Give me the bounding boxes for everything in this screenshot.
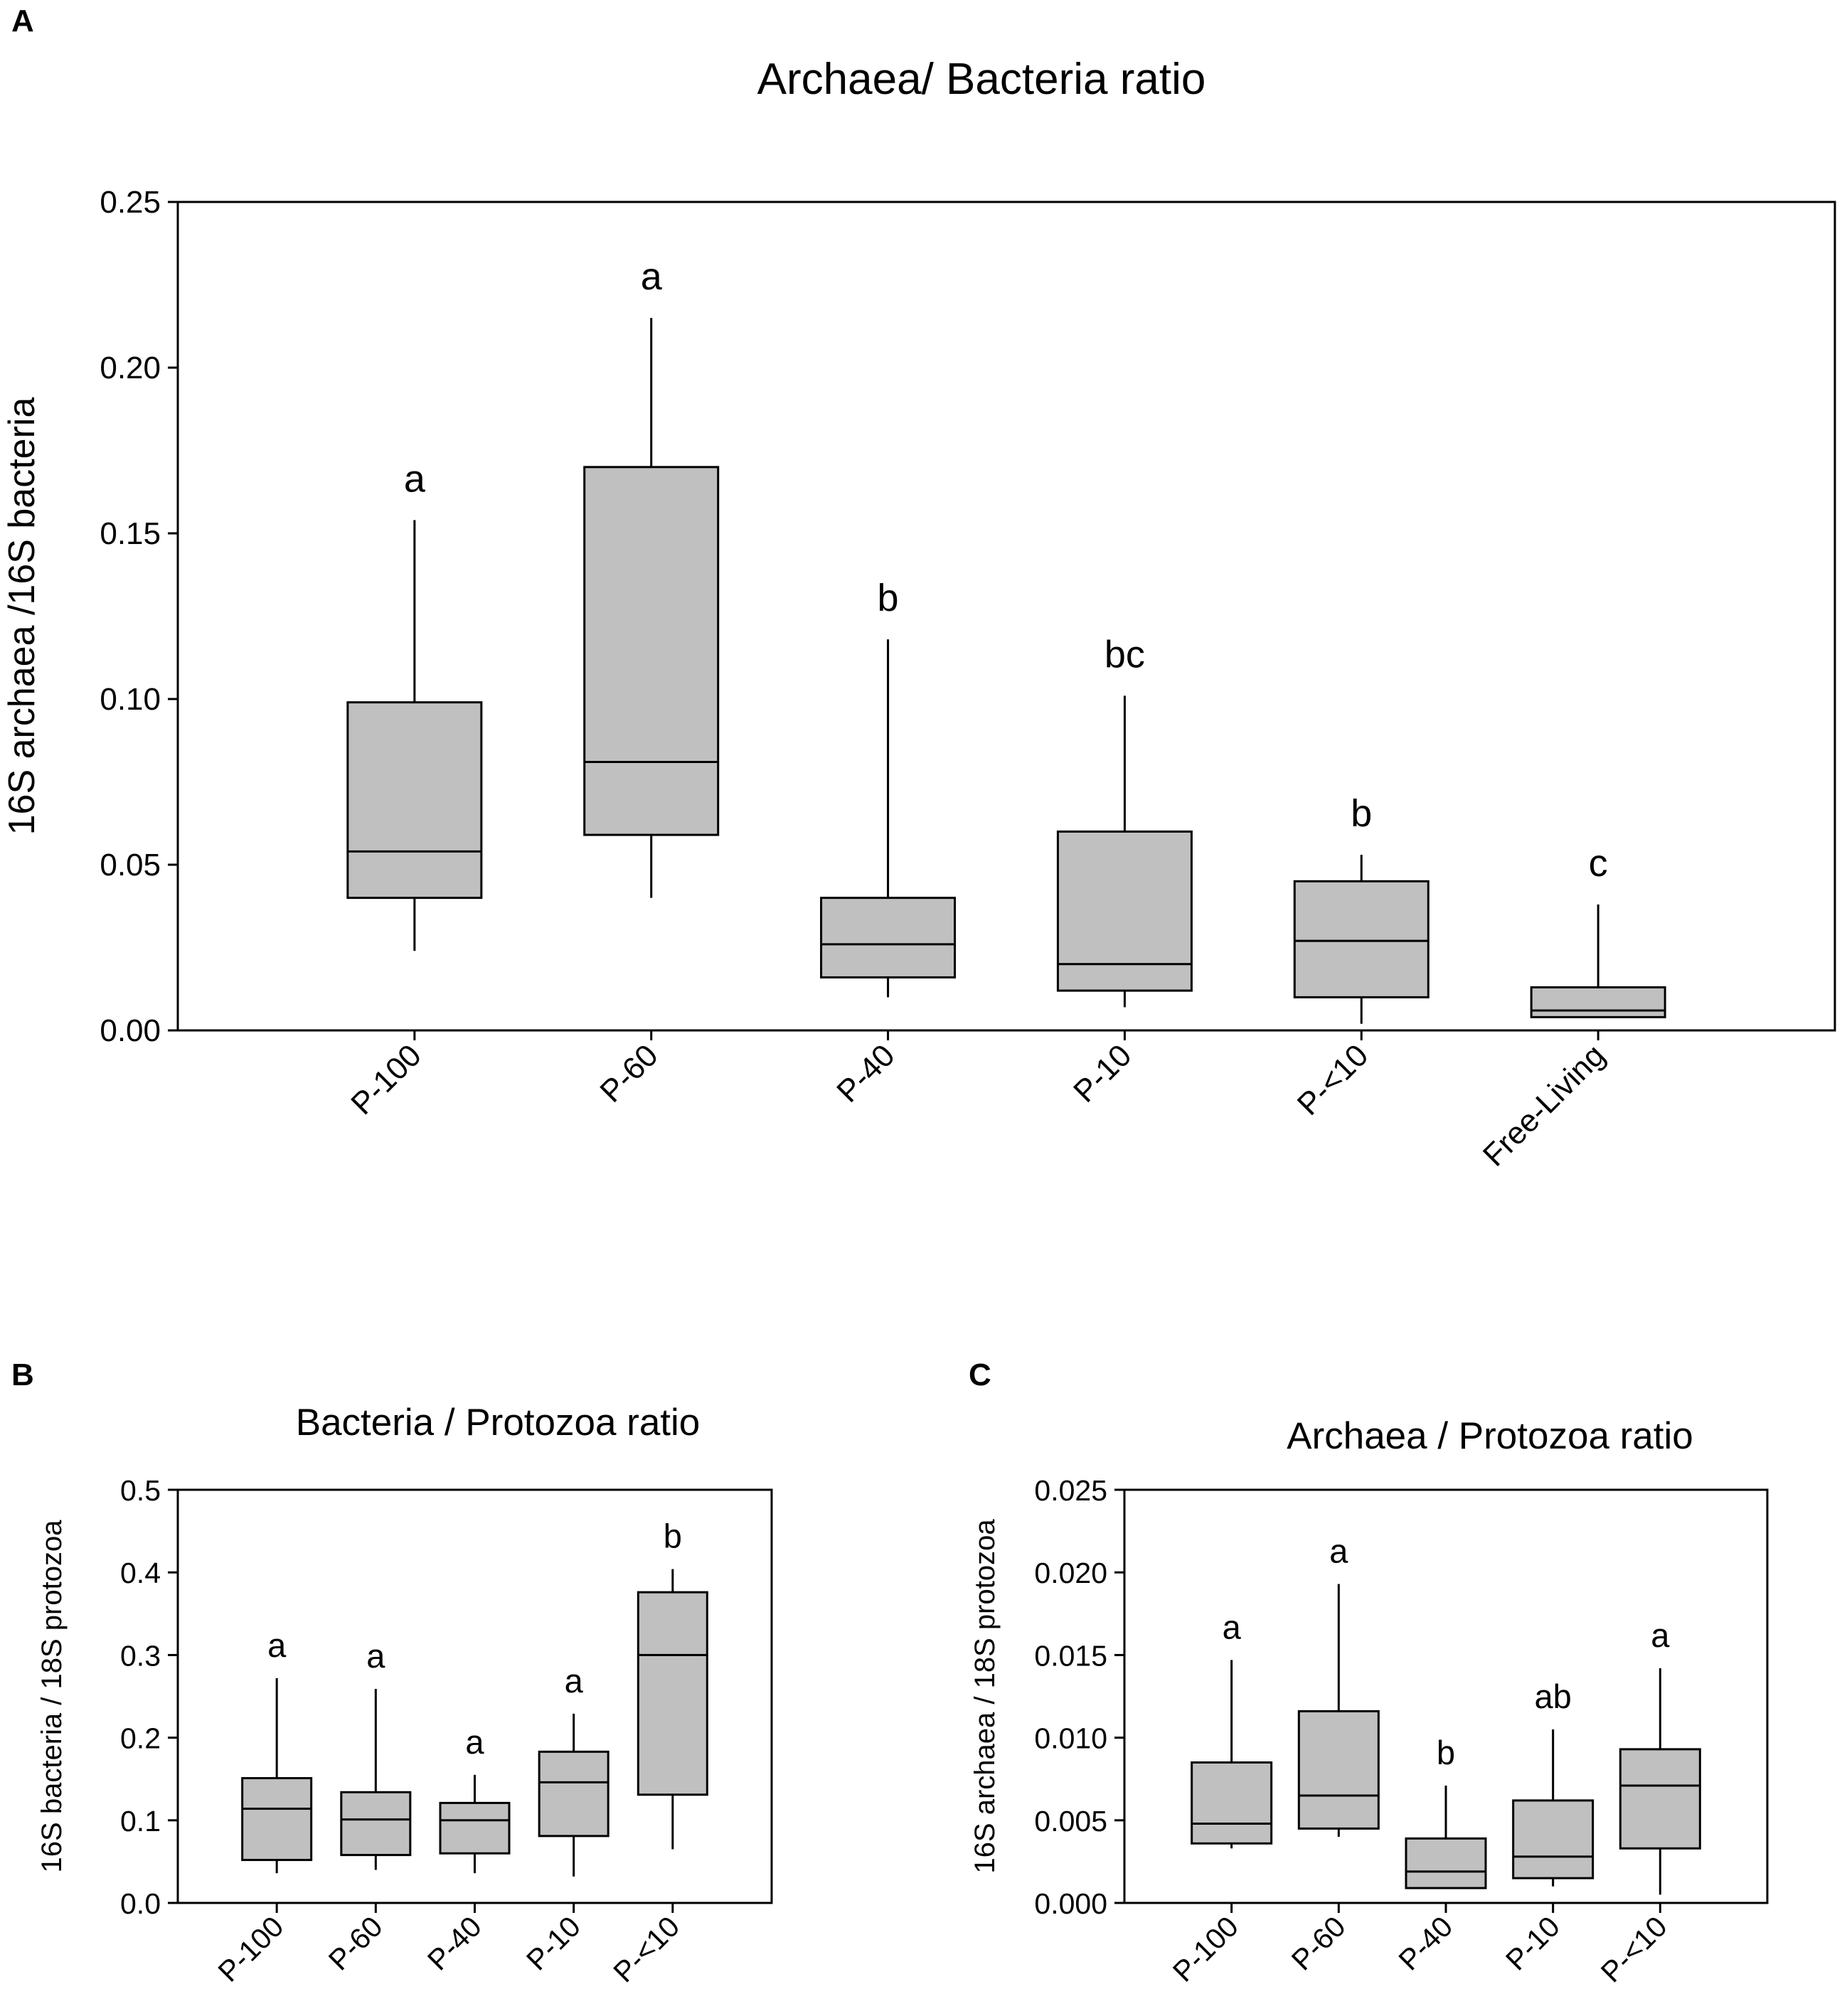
box-iqr: [1405, 1837, 1487, 1889]
x-tick-label: P-40: [421, 1910, 488, 1977]
box-iqr: [1056, 830, 1193, 992]
box-iqr: [346, 701, 483, 900]
x-tick-label: P-60: [593, 1038, 664, 1109]
chart-panel-c: Archaea / Protozoa ratio 0.000 0.005 0.010 0…: [969, 1415, 1769, 1989]
y-tick-label: 0.020: [1034, 1557, 1107, 1589]
y-tick-label: 0.25: [100, 185, 161, 220]
significance-letter: c: [1589, 842, 1608, 885]
y-tick-label: 0.20: [100, 351, 161, 385]
x-tick-label: P-40: [1393, 1910, 1459, 1977]
significance-letter: a: [404, 457, 426, 500]
chart-panel-a: Archaea/ Bacteria ratio 0.00 0.05 0.10 0.15 0…: [1, 55, 1836, 1173]
x-tick-label: P-10: [1067, 1038, 1138, 1109]
y-tick-label: 0.15: [100, 516, 161, 551]
significance-letter: b: [664, 1518, 682, 1555]
significance-letter: a: [1223, 1608, 1242, 1646]
x-tick-label: P-100: [212, 1910, 290, 1988]
x-tick-label: P-60: [322, 1910, 389, 1977]
box-iqr: [820, 897, 957, 978]
y-tick-label: 0.015: [1034, 1639, 1107, 1672]
chart-title: Archaea/ Bacteria ratio: [757, 55, 1206, 104]
box-iqr: [241, 1777, 313, 1862]
box-iqr: [1297, 1710, 1380, 1830]
y-tick-label: 0.05: [100, 848, 161, 882]
x-tick-label: P-<10: [1291, 1038, 1375, 1122]
y-tick-label: 0.2: [120, 1722, 161, 1755]
y-tick-label: 0.0: [120, 1887, 161, 1920]
plot-frame: [176, 201, 1836, 1032]
y-tick-label: 0.000: [1034, 1887, 1107, 1920]
box-iqr: [637, 1591, 708, 1796]
box-iqr: [1191, 1761, 1273, 1845]
significance-letter: a: [366, 1637, 385, 1675]
y-axis-label: 16S bacteria / 18S protozoa: [36, 1520, 68, 1873]
x-tick-label: P-10: [1499, 1910, 1566, 1977]
y-tick-label: 0.4: [120, 1557, 161, 1589]
significance-letter: a: [641, 255, 663, 298]
x-tick-label: P-100: [344, 1038, 428, 1121]
significance-letter: b: [1437, 1734, 1455, 1771]
x-tick-label: P-<10: [1595, 1910, 1673, 1989]
y-tick-label: 0.00: [100, 1013, 161, 1048]
y-tick-label: 0.010: [1034, 1722, 1107, 1755]
box-iqr: [538, 1750, 609, 1838]
significance-letter: b: [1351, 792, 1372, 835]
box-iqr: [1293, 880, 1430, 998]
box-iqr: [1530, 986, 1666, 1018]
chart-title: Archaea / Protozoa ratio: [1287, 1415, 1693, 1457]
y-tick-label: 0.10: [100, 682, 161, 717]
y-tick-label: 0.3: [120, 1639, 161, 1672]
y-axis-label: 16S archaea /16S bacteria: [1, 398, 43, 836]
box-iqr: [1512, 1799, 1595, 1879]
significance-letter: a: [267, 1626, 287, 1664]
significance-letter: b: [878, 577, 899, 619]
panel-letter-a: A: [11, 4, 34, 38]
box-iqr: [340, 1791, 412, 1857]
significance-letter: a: [1329, 1532, 1348, 1569]
x-tick-label: P-10: [520, 1910, 587, 1977]
box-iqr: [583, 466, 720, 836]
significance-letter: a: [565, 1662, 584, 1700]
y-tick-label: 0.005: [1034, 1805, 1107, 1838]
significance-letter: bc: [1104, 633, 1145, 676]
box-iqr: [439, 1801, 511, 1855]
y-axis-label: 16S archaea / 18S protozoa: [969, 1519, 1001, 1874]
chart-title: Bacteria / Protozoa ratio: [296, 1402, 701, 1444]
x-tick-label: P-<10: [607, 1910, 686, 1989]
x-tick-label: P-60: [1285, 1910, 1352, 1977]
x-tick-label: P-100: [1166, 1910, 1245, 1988]
x-tick-label: Free-Living: [1476, 1038, 1612, 1173]
chart-panel-b: Bacteria / Protozoa ratio 0.0 0.1 0.2 0.3 0.4…: [36, 1402, 773, 1989]
y-tick-label: 0.025: [1034, 1474, 1107, 1507]
significance-letter: a: [465, 1723, 484, 1761]
y-tick-label: 0.5: [120, 1474, 161, 1507]
panel-letter-c: C: [969, 1358, 991, 1392]
x-tick-label: P-40: [830, 1038, 901, 1109]
significance-letter: a: [1651, 1616, 1670, 1654]
significance-letter: ab: [1535, 1678, 1572, 1715]
panel-letter-b: B: [11, 1358, 34, 1392]
y-tick-label: 0.1: [120, 1805, 161, 1838]
box-iqr: [1619, 1748, 1701, 1850]
